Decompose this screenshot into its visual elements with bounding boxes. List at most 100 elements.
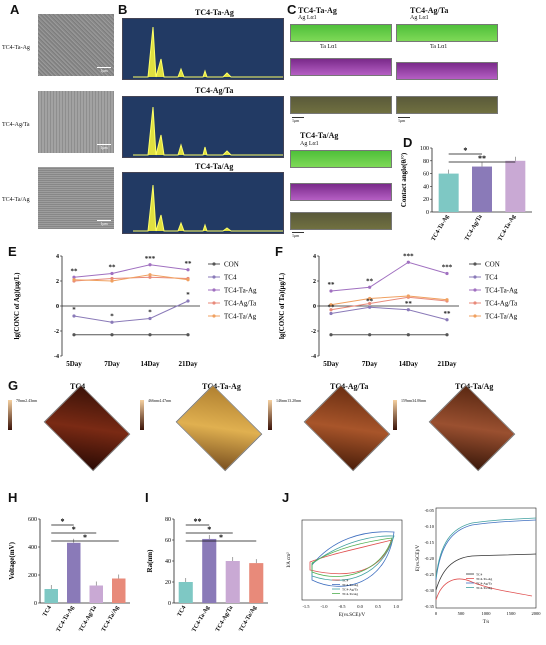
afm-title: TC4-Ta-Ag <box>202 382 241 391</box>
eds-title: TC4-Ag/Ta <box>195 86 234 95</box>
data-point <box>329 333 333 337</box>
series-line <box>73 264 189 278</box>
y-tick-label: -0.30 <box>425 588 435 593</box>
data-point <box>406 308 410 312</box>
legend-marker <box>473 301 477 305</box>
colorbar-scale-label: 159nm34.06nm <box>401 398 427 403</box>
significance-label: ** <box>405 300 413 308</box>
y-tick-label: 40 <box>423 184 429 190</box>
overlay-map <box>290 212 392 230</box>
colorbar <box>393 400 397 430</box>
data-point <box>148 275 152 279</box>
legend-label: TC4-Ta/Ag <box>485 313 518 321</box>
data-point <box>368 301 372 306</box>
afm-surface <box>303 384 391 472</box>
data-point <box>148 273 152 277</box>
y-tick-label: -0.25 <box>425 572 435 577</box>
data-point <box>445 318 449 322</box>
x-tick-label: 5Day <box>323 360 339 368</box>
ta-map <box>290 183 392 201</box>
y-tick-label: 20 <box>165 580 171 586</box>
y-axis-label: Contact angle(θ/°) <box>400 152 408 207</box>
overlay-map <box>396 96 498 114</box>
map-group-title: TC4-Ag/Ta <box>410 6 449 15</box>
y-tick-label: 200 <box>28 573 37 579</box>
bar <box>67 542 81 603</box>
x-tick-label: 1500 <box>507 611 517 616</box>
x-axis-label: T/s <box>483 620 489 625</box>
data-point <box>186 268 190 272</box>
y-tick-label: 0 <box>34 601 37 607</box>
data-point <box>72 278 76 282</box>
eds-spectrum <box>122 96 284 158</box>
data-point <box>186 278 190 282</box>
y-tick-label: 0 <box>168 601 171 607</box>
panel-letter-e: E <box>8 244 17 259</box>
series-line <box>330 295 448 306</box>
data-point <box>148 316 152 321</box>
ag-map <box>396 24 498 42</box>
x-tick-label: -1.5 <box>302 604 310 609</box>
x-tick-label: TC4-Ta/Ag <box>101 605 121 633</box>
map-ta-label: Ta Lα1 <box>430 44 448 50</box>
data-point <box>72 275 76 279</box>
bar <box>202 538 217 603</box>
legend-marker <box>473 262 477 266</box>
significance-label: ** <box>328 304 336 312</box>
data-point <box>72 333 76 337</box>
afm-surface <box>428 384 516 472</box>
scale-bar: 1μm <box>292 232 304 238</box>
map-ag-label: Ag Lα1 <box>410 15 429 21</box>
panel-letter-f: F <box>275 244 283 259</box>
y-axis-label: lg(CONC of Ta)(μg/L) <box>278 272 286 339</box>
x-tick-label: 0.5 <box>375 604 381 609</box>
x-tick-label: TC4-Ag/Ta <box>215 605 235 633</box>
legend-label: TC4-Ta/Ag <box>476 586 492 590</box>
significance-label: * <box>72 306 76 314</box>
sem-row-label: TC4-Ta-Ag <box>2 45 30 51</box>
cv-curve <box>309 539 393 575</box>
y-tick-label: -4 <box>54 354 59 360</box>
panel-letter-d: D <box>403 135 413 150</box>
ocp-curve <box>435 517 537 579</box>
significance-label: * <box>83 533 87 542</box>
legend-label: TC4 <box>342 579 348 583</box>
legend-label: TC4-Ag/Ta <box>485 300 518 308</box>
data-point <box>148 333 152 337</box>
x-axis-label: E(vs.SCE)/V <box>339 613 366 618</box>
cv-curve <box>311 537 393 577</box>
data-point <box>329 303 333 307</box>
significance-label: *** <box>403 252 414 260</box>
data-point <box>110 333 114 337</box>
legend-marker <box>473 288 477 292</box>
y-tick-label: -2 <box>311 329 316 335</box>
y-tick-label: 80 <box>165 517 171 523</box>
sem-image: 1μm <box>38 91 114 153</box>
y-tick-label: -0.35 <box>425 604 435 609</box>
y-tick-label: 2 <box>313 279 316 285</box>
x-tick-label: 5Day <box>66 360 82 368</box>
x-tick-label: 14Day <box>399 360 419 368</box>
scale-bar: 1μm <box>398 117 410 123</box>
significance-label: *** <box>442 264 453 272</box>
data-point <box>445 298 449 302</box>
x-tick-label: TC4-Ag/Ta <box>464 214 484 242</box>
x-tick-label: TC4-Ta-Ag <box>56 605 76 633</box>
eds-spectrum-plot <box>133 26 283 78</box>
x-tick-label: 7Day <box>104 360 120 368</box>
y-tick-label: 4 <box>56 254 59 260</box>
y-tick-label: 0 <box>56 304 59 310</box>
significance-label: ** <box>444 310 452 318</box>
ta-map <box>396 62 498 80</box>
bar <box>112 578 126 603</box>
eds-spectrum <box>122 18 284 80</box>
significance-label: ** <box>185 260 193 268</box>
x-tick-label: 1.0 <box>393 604 399 609</box>
bar <box>225 561 240 603</box>
eds-title: TC4-Ta/Ag <box>195 162 234 171</box>
colorbar <box>140 400 144 430</box>
data-point <box>406 260 410 264</box>
y-tick-label: -2 <box>54 329 59 335</box>
legend-marker <box>212 275 216 279</box>
significance-label: ** <box>109 264 117 272</box>
